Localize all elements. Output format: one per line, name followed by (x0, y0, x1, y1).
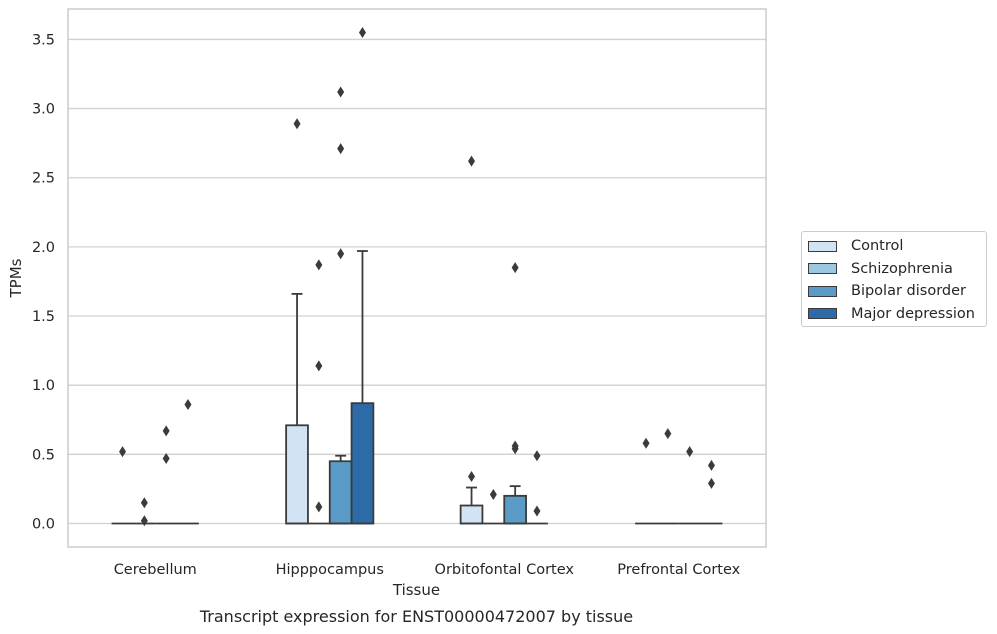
box-schizophrenia-orbitofontal-cortex (482, 488, 505, 525)
y-tick-label: 3.0 (32, 102, 55, 118)
outlier-point (315, 259, 323, 271)
y-tick-labels: 0.0 0.5 1.0 1.5 2.0 2.5 3.0 3.5 (32, 32, 55, 532)
outlier-point (315, 501, 323, 513)
legend-label-major-depression: Major depression (851, 305, 975, 322)
outlier-point (468, 470, 476, 482)
y-tick-label: 0.0 (32, 516, 55, 532)
legend-item-bipolar-disorder: Bipolar disorder (802, 280, 986, 303)
box-bipolar-disorder-prefrontal-cortex (678, 446, 701, 525)
x-tick-label: Prefrontal Cortex (617, 562, 740, 578)
box-bipolar-disorder-cerebellum (155, 425, 178, 525)
outlier-point (489, 488, 497, 500)
y-tick-label: 3.5 (32, 32, 55, 48)
legend-item-schizophrenia: Schizophrenia (802, 258, 986, 281)
outlier-point (686, 446, 694, 458)
box-control-orbitofontal-cortex (459, 155, 484, 525)
outlier-point (533, 505, 541, 517)
outlier-point (511, 440, 519, 452)
legend-label-bipolar-disorder: Bipolar disorder (851, 283, 966, 300)
outlier-point (337, 143, 345, 155)
outlier-point (468, 155, 476, 167)
box-body (503, 494, 527, 525)
outlier-point (162, 425, 170, 437)
outlier-point (293, 118, 301, 130)
box-major-depression-cerebellum (177, 399, 199, 525)
outlier-point (707, 459, 715, 471)
y-tick-label: 1.0 (32, 378, 55, 394)
legend-swatch-control (808, 240, 837, 252)
y-tick-label: 1.5 (32, 309, 55, 325)
box-control-cerebellum (111, 446, 134, 525)
boxes (111, 27, 723, 527)
outlier-point (140, 515, 148, 527)
outlier-point (184, 399, 192, 411)
outlier-point (707, 477, 715, 489)
outlier-point (119, 446, 127, 458)
box-schizophrenia-prefrontal-cortex (656, 428, 679, 525)
box-bipolar-disorder-hipppocampus (328, 86, 353, 525)
x-tick-labels: Cerebellum Hipppocampus Orbitofontal Corte… (114, 562, 741, 578)
x-axis-label: Tissue (392, 581, 440, 599)
outlier-point (664, 428, 672, 440)
outlier-point (533, 450, 541, 462)
outlier-point (642, 437, 650, 449)
box-major-depression-prefrontal-cortex (700, 459, 723, 525)
x-tick-label: Cerebellum (114, 562, 197, 578)
legend-label-schizophrenia: Schizophrenia (851, 260, 953, 277)
legend-item-major-depression: Major depression (802, 303, 986, 326)
box-body (328, 460, 353, 525)
legend: Control Schizophrenia Bipolar disorder M… (801, 231, 987, 327)
y-tick-label: 0.5 (32, 447, 55, 463)
box-body (285, 424, 309, 525)
box-schizophrenia-hipppocampus (307, 259, 330, 525)
y-tick-label: 2.5 (32, 171, 55, 187)
box-control-hipppocampus (285, 118, 309, 525)
y-tick-label: 2.0 (32, 240, 55, 256)
outlier-point (162, 452, 170, 464)
box-body (350, 402, 375, 525)
legend-swatch-schizophrenia (808, 263, 837, 275)
outlier-point (358, 27, 366, 39)
x-tick-label: Orbitofontal Cortex (435, 562, 575, 578)
chart-title: Transcript expression for ENST0000047200… (199, 607, 633, 626)
box-body (459, 504, 484, 525)
legend-item-control: Control (802, 235, 986, 258)
box-control-prefrontal-cortex (635, 437, 657, 525)
plot-area-frame (67, 8, 767, 548)
box-major-depression-hipppocampus (350, 27, 375, 525)
outlier-point (337, 248, 345, 260)
box-major-depression-orbitofontal-cortex (526, 450, 548, 525)
outlier-point (511, 262, 519, 274)
outlier-point (337, 86, 345, 98)
legend-label-control: Control (851, 238, 904, 255)
box-schizophrenia-cerebellum (133, 497, 156, 527)
box-bipolar-disorder-orbitofontal-cortex (503, 262, 527, 525)
legend-swatch-bipolar-disorder (808, 285, 837, 297)
legend-swatch-major-depression (808, 308, 837, 320)
outlier-point (315, 360, 323, 372)
grid-lines (68, 38, 766, 525)
y-axis-label: TPMs (7, 258, 25, 298)
x-tick-label: Hipppocampus (276, 562, 384, 578)
outlier-point (140, 497, 148, 509)
